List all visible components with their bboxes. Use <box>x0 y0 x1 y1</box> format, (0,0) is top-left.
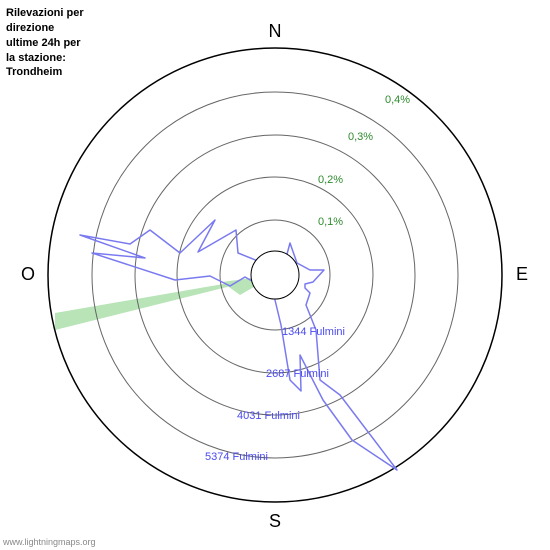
cardinal-n: N <box>269 21 282 41</box>
blue-label-2: 2687 Fulmini <box>266 368 329 380</box>
cardinal-o: O <box>21 264 35 284</box>
blue-label-1: 1344 Fulmini <box>282 326 345 338</box>
footer-credit: www.lightningmaps.org <box>3 537 96 547</box>
center-circle <box>251 251 299 299</box>
blue-label-4: 5374 Fulmini <box>205 451 268 463</box>
chart-title: Rilevazioni per direzione ultime 24h per… <box>6 6 84 80</box>
polar-chart: 0,1% 0,2% 0,3% 0,4% 1344 Fulmini 2687 Fu… <box>0 0 550 550</box>
cardinal-e: E <box>516 264 528 284</box>
green-label-2: 0,2% <box>318 174 343 186</box>
green-label-4: 0,4% <box>385 94 410 106</box>
blue-polygon <box>80 220 397 470</box>
blue-labels: 1344 Fulmini 2687 Fulmini 4031 Fulmini 5… <box>205 326 345 463</box>
green-label-1: 0,1% <box>318 216 343 228</box>
green-wedges <box>55 275 275 330</box>
green-labels: 0,1% 0,2% 0,3% 0,4% <box>318 94 410 228</box>
green-label-3: 0,3% <box>348 131 373 143</box>
cardinal-s: S <box>269 511 281 531</box>
blue-label-3: 4031 Fulmini <box>237 410 300 422</box>
blue-data-path <box>80 220 397 470</box>
